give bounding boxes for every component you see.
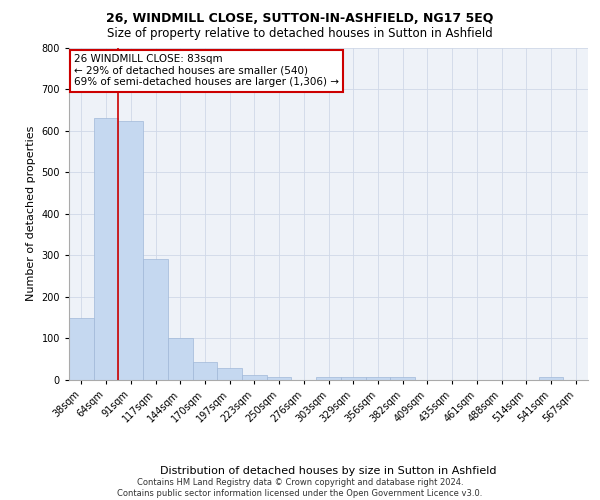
Bar (390, 376, 415, 380)
Bar (267, 376, 292, 380)
Bar (365, 376, 390, 380)
Bar (193, 362, 217, 380)
Bar (94, 118, 118, 380)
Bar (143, 260, 168, 380)
Bar (242, 375, 267, 380)
X-axis label: Distribution of detached houses by size in Sutton in Ashfield: Distribution of detached houses by size … (160, 466, 497, 475)
Bar (316, 376, 341, 380)
Bar (168, 338, 193, 380)
Text: 26, WINDMILL CLOSE, SUTTON-IN-ASHFIELD, NG17 5EQ: 26, WINDMILL CLOSE, SUTTON-IN-ASHFIELD, … (106, 12, 494, 26)
Bar (217, 368, 242, 380)
Text: Size of property relative to detached houses in Sutton in Ashfield: Size of property relative to detached ho… (107, 28, 493, 40)
Text: 26 WINDMILL CLOSE: 83sqm
← 29% of detached houses are smaller (540)
69% of semi-: 26 WINDMILL CLOSE: 83sqm ← 29% of detach… (74, 54, 339, 88)
Bar (118, 121, 143, 380)
Text: Contains HM Land Registry data © Crown copyright and database right 2024.
Contai: Contains HM Land Registry data © Crown c… (118, 478, 482, 498)
Bar (539, 376, 563, 380)
Bar (341, 376, 365, 380)
Bar (69, 318, 94, 380)
Y-axis label: Number of detached properties: Number of detached properties (26, 126, 36, 302)
